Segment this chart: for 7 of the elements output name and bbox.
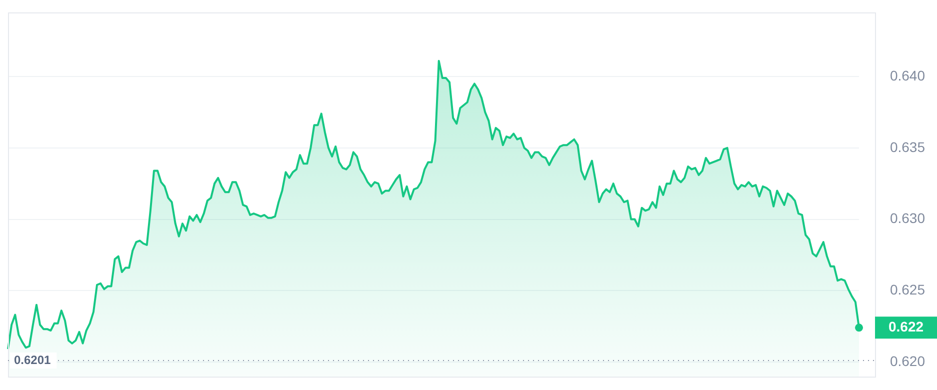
ref-line-label: 0.6201 bbox=[14, 352, 52, 367]
y-tick-label: 0.630 bbox=[890, 210, 926, 226]
y-tick-label: 0.620 bbox=[890, 352, 926, 369]
y-tick-label: 0.625 bbox=[890, 281, 926, 298]
y-tick-label: 0.635 bbox=[890, 138, 926, 155]
y-tick-label: 0.640 bbox=[890, 67, 926, 84]
text: 0.622 bbox=[888, 318, 924, 335]
